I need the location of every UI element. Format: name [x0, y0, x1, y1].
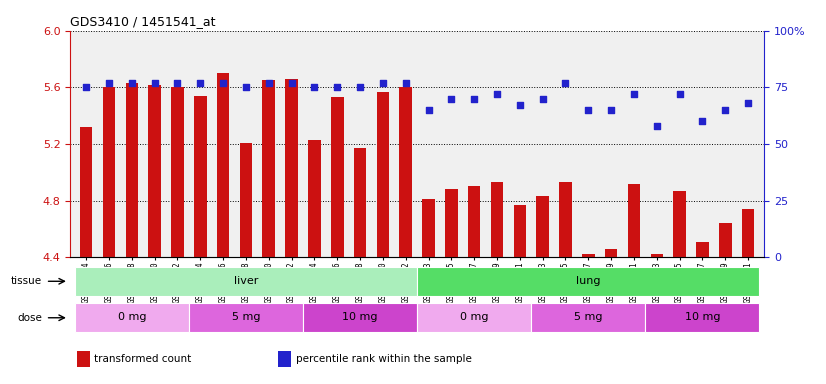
Bar: [605, 249, 617, 257]
Bar: [285, 79, 298, 257]
Bar: [514, 205, 526, 257]
Point: [742, 100, 755, 106]
Bar: [354, 148, 367, 257]
Point: [422, 107, 435, 113]
Bar: [536, 196, 549, 257]
Point: [354, 84, 367, 90]
Point: [79, 84, 93, 90]
Text: 0 mg: 0 mg: [117, 312, 146, 322]
Bar: [417, 303, 531, 333]
Bar: [189, 303, 303, 333]
Text: 10 mg: 10 mg: [342, 312, 377, 322]
Point: [673, 91, 686, 97]
Bar: [331, 97, 344, 257]
Point: [377, 80, 390, 86]
Bar: [645, 303, 759, 333]
Point: [330, 84, 344, 90]
Point: [240, 84, 253, 90]
Bar: [377, 92, 389, 257]
Bar: [102, 88, 116, 257]
Bar: [582, 255, 595, 257]
Text: 10 mg: 10 mg: [685, 312, 720, 322]
Point: [216, 80, 230, 86]
Bar: [696, 242, 709, 257]
Bar: [422, 199, 434, 257]
Bar: [240, 142, 252, 257]
Text: dose: dose: [17, 313, 42, 323]
Bar: [217, 73, 230, 257]
Point: [399, 80, 412, 86]
Point: [126, 80, 139, 86]
Point: [491, 91, 504, 97]
Bar: [628, 184, 640, 257]
Point: [444, 96, 458, 102]
Bar: [75, 266, 417, 296]
Bar: [171, 88, 183, 257]
Bar: [126, 83, 138, 257]
Point: [605, 107, 618, 113]
Text: percentile rank within the sample: percentile rank within the sample: [296, 354, 472, 364]
Text: 5 mg: 5 mg: [574, 312, 602, 322]
Text: liver: liver: [234, 276, 259, 286]
Bar: [673, 191, 686, 257]
Point: [628, 91, 641, 97]
Bar: [491, 182, 503, 257]
Bar: [531, 303, 645, 333]
Text: tissue: tissue: [11, 276, 42, 286]
Bar: [559, 182, 572, 257]
Bar: [263, 80, 275, 257]
Bar: [445, 189, 458, 257]
Bar: [303, 303, 417, 333]
Text: lung: lung: [576, 276, 601, 286]
Point: [262, 80, 275, 86]
Point: [719, 107, 732, 113]
Bar: [651, 255, 663, 257]
Bar: [77, 351, 90, 367]
Point: [536, 96, 549, 102]
Point: [171, 80, 184, 86]
Point: [559, 80, 572, 86]
Point: [468, 96, 481, 102]
Text: 0 mg: 0 mg: [460, 312, 488, 322]
Bar: [308, 140, 320, 257]
Bar: [75, 303, 189, 333]
Bar: [194, 96, 206, 257]
Point: [148, 80, 161, 86]
Point: [285, 80, 298, 86]
Bar: [742, 209, 754, 257]
Text: GDS3410 / 1451541_at: GDS3410 / 1451541_at: [70, 15, 216, 28]
Bar: [468, 187, 481, 257]
Point: [695, 118, 709, 124]
Bar: [417, 266, 759, 296]
Point: [513, 103, 526, 109]
Text: 5 mg: 5 mg: [232, 312, 260, 322]
Bar: [719, 223, 732, 257]
Text: transformed count: transformed count: [94, 354, 192, 364]
Point: [582, 107, 595, 113]
Point: [194, 80, 207, 86]
Bar: [278, 351, 291, 367]
Bar: [400, 88, 412, 257]
Point: [650, 123, 663, 129]
Bar: [80, 127, 93, 257]
Bar: [149, 84, 161, 257]
Point: [308, 84, 321, 90]
Point: [102, 80, 116, 86]
